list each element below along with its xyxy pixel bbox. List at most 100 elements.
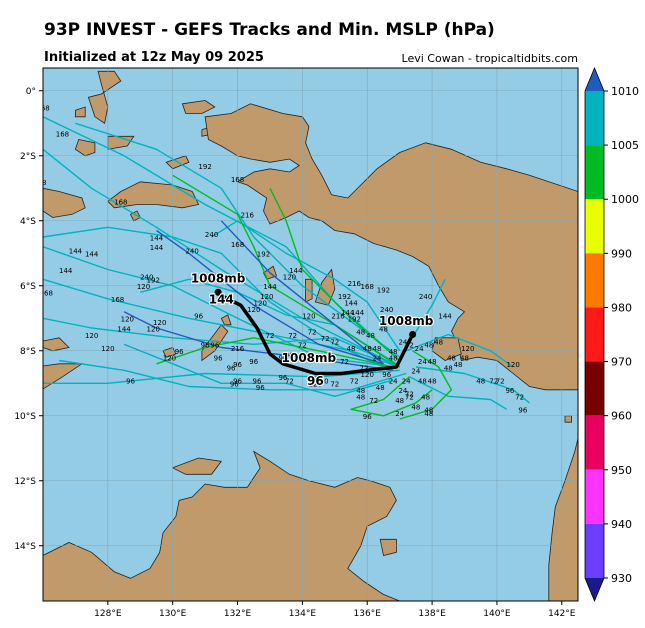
track-hour-label: 96 bbox=[363, 413, 372, 421]
track-hour-label: 96 bbox=[214, 355, 223, 363]
track-hour-label: 96 bbox=[201, 342, 210, 350]
track-hour-label: 144 bbox=[344, 299, 358, 307]
landmass bbox=[43, 337, 70, 352]
lat-tick-label: 0° bbox=[26, 87, 36, 97]
track-hour-label: 48 bbox=[347, 345, 356, 353]
track-hour-label: 216 bbox=[331, 312, 345, 320]
track-hour-label: 120 bbox=[147, 325, 160, 333]
track-hour-label: 24 bbox=[373, 355, 382, 363]
lon-tick-label: 142°E bbox=[548, 609, 576, 619]
colorbar-tick-label: 940 bbox=[611, 518, 632, 531]
landmass bbox=[75, 106, 86, 118]
track-hour-label: 48 bbox=[356, 394, 365, 402]
track-hour-label: 72 bbox=[330, 381, 339, 389]
track-hour-label: 168 bbox=[36, 104, 49, 112]
track-hour-label: 48 bbox=[411, 403, 420, 411]
track-hour-label: 96 bbox=[233, 361, 242, 369]
landmass bbox=[379, 538, 397, 556]
track-hour-label: 48 bbox=[428, 358, 437, 366]
track-hour-label: 120 bbox=[101, 345, 114, 353]
track-hour-label: 72 bbox=[360, 364, 369, 372]
track-hour-label: 96 bbox=[382, 371, 391, 379]
ensemble-track bbox=[43, 246, 397, 368]
track-hour-label: 168 bbox=[111, 296, 124, 304]
track-hour-label: 48 bbox=[418, 377, 427, 385]
track-hour-label: 48 bbox=[460, 355, 469, 363]
ensemble-track bbox=[43, 278, 400, 368]
track-hour-label: 120 bbox=[153, 319, 166, 327]
colorbar-band bbox=[585, 415, 604, 470]
track-hour-label: 144 bbox=[341, 309, 355, 317]
track-hour-label: 96 bbox=[256, 384, 265, 392]
track-hour-label: 96 bbox=[518, 407, 527, 415]
credit-text: Levi Cowan - tropicaltidbits.com bbox=[401, 52, 578, 65]
track-hour-label: 120 bbox=[260, 293, 273, 301]
track-hour-label: 72 bbox=[308, 329, 317, 337]
track-hour-label: 72 bbox=[350, 377, 359, 385]
track-hour-label: 48 bbox=[447, 355, 456, 363]
track-hour-label: 192 bbox=[257, 251, 270, 259]
track-hour-label: 96 bbox=[126, 377, 135, 385]
landmass bbox=[564, 415, 572, 423]
landmass bbox=[181, 100, 216, 114]
landmass bbox=[43, 187, 86, 218]
track-hour-label: 144 bbox=[85, 251, 99, 259]
track-hour-label: 24 bbox=[398, 338, 407, 346]
track-hour-label: 216 bbox=[231, 345, 245, 353]
track-hour-label: 72 bbox=[489, 377, 498, 385]
track-hour-label: 120 bbox=[506, 361, 519, 369]
track-hour-label: 48 bbox=[424, 407, 433, 415]
colorbar-band bbox=[585, 145, 604, 200]
track-hour-label: 96 bbox=[249, 358, 258, 366]
track-hour-label: 72 bbox=[496, 377, 505, 385]
track-hour-label: 120 bbox=[283, 273, 296, 281]
track-hour-label: 96 bbox=[285, 351, 294, 359]
track-hour-label: 96 bbox=[278, 374, 287, 382]
track-hour-label: 144 bbox=[438, 312, 452, 320]
colorbar-tick-label: 960 bbox=[611, 410, 632, 423]
track-hour-label: 48 bbox=[376, 384, 385, 392]
track-hour-label: 72 bbox=[330, 338, 339, 346]
ensemble-track bbox=[156, 337, 394, 368]
landmass bbox=[220, 314, 232, 326]
ensemble-track bbox=[156, 229, 384, 365]
colorbar-band bbox=[585, 361, 604, 416]
track-hour-label: 96 bbox=[194, 312, 203, 320]
colorbar-band bbox=[585, 91, 604, 146]
lon-tick-label: 136°E bbox=[354, 609, 382, 619]
track-hour-label: 192 bbox=[198, 163, 211, 171]
track-hour-label: 144 bbox=[69, 247, 83, 255]
track-hour-label: 72 bbox=[298, 342, 307, 350]
colorbar-tick-label: 1005 bbox=[611, 139, 639, 152]
track-hour-label: 24 bbox=[395, 410, 404, 418]
colorbar-tick-label: 950 bbox=[611, 464, 632, 477]
track-hour-label: 48 bbox=[395, 397, 404, 405]
colorbar-tick-label: 930 bbox=[611, 572, 632, 585]
colorbar-tick-label: 980 bbox=[611, 301, 632, 314]
track-hour-label: 24 bbox=[411, 368, 420, 376]
track-hour-label: 24 bbox=[415, 345, 424, 353]
lat-tick-label: 10°S bbox=[14, 412, 36, 422]
colorbar-tick-label: 990 bbox=[611, 247, 632, 260]
init-time: Initialized at 12z May 09 2025 bbox=[44, 50, 264, 65]
track-hour-label: 120 bbox=[309, 381, 322, 389]
ensemble-track bbox=[269, 187, 401, 362]
landmass bbox=[74, 139, 96, 157]
track-hour-label: 72 bbox=[266, 332, 275, 340]
track-hour-label: 144 bbox=[263, 283, 277, 291]
mean-track-point bbox=[214, 288, 222, 296]
track-hour-label: 168 bbox=[40, 290, 53, 298]
track-hour-label: 144 bbox=[289, 267, 303, 275]
track-hour-label: 240 bbox=[185, 247, 198, 255]
colorbar-tick-label: 1010 bbox=[611, 85, 639, 98]
track-hour-label: 144 bbox=[59, 267, 73, 275]
colorbar-tick-label: 970 bbox=[611, 356, 632, 369]
track-hour-label: 48 bbox=[424, 410, 433, 418]
track-hour-label: 48 bbox=[389, 348, 398, 356]
ensemble-track bbox=[211, 220, 401, 352]
track-hour-label: 48 bbox=[363, 345, 372, 353]
mean-track bbox=[216, 291, 415, 376]
track-hour-label: 72 bbox=[405, 394, 414, 402]
colorbar-top-arrow bbox=[585, 68, 604, 91]
track-hour-label: 120 bbox=[461, 345, 474, 353]
